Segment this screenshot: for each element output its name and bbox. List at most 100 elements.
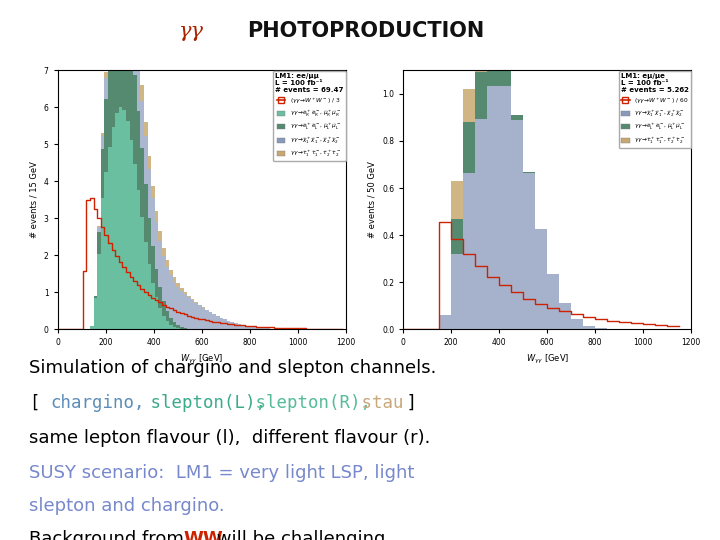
Bar [112, 35, 115, 126]
Bar [583, 326, 595, 329]
Bar [101, 199, 104, 329]
Bar [151, 282, 155, 329]
Bar [119, 0, 122, 4]
Bar [137, 48, 140, 64]
Bar [158, 241, 162, 287]
Bar [158, 231, 162, 241]
Bar [180, 327, 184, 329]
Bar [108, 147, 112, 329]
Bar [104, 72, 108, 78]
Bar [270, 328, 274, 329]
X-axis label: $W_{\gamma\gamma}$ [GeV]: $W_{\gamma\gamma}$ [GeV] [526, 353, 569, 366]
Bar [263, 328, 266, 329]
Bar [148, 156, 151, 169]
Bar [475, 119, 487, 329]
Bar [191, 300, 194, 329]
Bar [137, 190, 140, 329]
Bar [122, 0, 126, 6]
Bar [194, 303, 198, 329]
Bar [130, 43, 133, 140]
Bar [144, 242, 148, 329]
Text: Background from: Background from [29, 530, 189, 540]
Bar [140, 148, 144, 217]
Bar [155, 269, 158, 297]
Bar [535, 230, 547, 329]
Bar [191, 299, 194, 300]
Bar [499, 86, 511, 329]
Text: chargino,: chargino, [50, 394, 145, 412]
Bar [487, 55, 499, 86]
Bar [130, 140, 133, 329]
Bar [126, 122, 130, 329]
Bar [104, 99, 108, 172]
Text: same lepton flavour (l),  different flavour (r).: same lepton flavour (l), different flavo… [29, 429, 430, 447]
Bar [148, 264, 151, 329]
Bar [148, 218, 151, 264]
Bar [184, 292, 187, 294]
Bar [176, 328, 180, 329]
Text: WW: WW [184, 530, 223, 540]
Bar [108, 33, 112, 64]
Bar [595, 328, 607, 329]
Text: stau: stau [351, 394, 404, 412]
Bar [104, 172, 108, 329]
Bar [115, 113, 119, 329]
Bar [162, 316, 166, 329]
Bar [133, 12, 137, 29]
Bar [151, 198, 155, 246]
Bar [463, 89, 475, 122]
Text: slepton(L),: slepton(L), [140, 394, 266, 412]
Bar [162, 301, 166, 316]
Bar [511, 119, 523, 329]
Bar [176, 287, 180, 325]
Bar [169, 325, 173, 329]
Bar [90, 326, 94, 329]
Bar [108, 64, 112, 147]
Bar [119, 107, 122, 329]
Bar [511, 114, 523, 119]
Bar [194, 302, 198, 303]
Bar [487, 86, 499, 329]
Bar [148, 169, 151, 218]
Bar [155, 211, 158, 222]
Bar [97, 227, 101, 232]
Bar [169, 270, 173, 275]
Bar [122, 6, 126, 110]
Bar [140, 85, 144, 100]
Bar [133, 75, 137, 164]
Bar [571, 319, 583, 329]
Bar [155, 297, 158, 329]
Bar [451, 219, 463, 254]
Bar [176, 325, 180, 328]
Bar [158, 287, 162, 308]
Bar [241, 325, 245, 329]
Bar [166, 321, 169, 329]
Bar [140, 217, 144, 329]
Bar [248, 326, 252, 329]
Text: Simulation of chargino and slepton channels.: Simulation of chargino and slepton chann… [29, 359, 436, 377]
Bar [173, 327, 176, 329]
Bar [104, 78, 108, 99]
Text: will be challenging.: will be challenging. [211, 530, 391, 540]
Bar [256, 327, 259, 329]
Bar [234, 323, 238, 329]
Bar [180, 291, 184, 327]
Bar [126, 19, 130, 122]
Bar [166, 267, 169, 311]
Bar [101, 148, 104, 199]
Bar [176, 283, 180, 287]
Bar [523, 172, 535, 173]
Y-axis label: # events / 15 GeV: # events / 15 GeV [29, 161, 38, 238]
Bar [112, 126, 115, 329]
Bar [115, 14, 119, 113]
Text: ]: ] [396, 394, 417, 412]
Bar [130, 0, 133, 43]
Bar [169, 318, 173, 325]
Bar [126, 0, 130, 19]
Bar [94, 298, 97, 329]
Bar [112, 1, 115, 35]
Bar [158, 308, 162, 329]
Bar [151, 246, 155, 282]
Bar [166, 260, 169, 267]
Text: slepton(R),: slepton(R), [245, 394, 371, 412]
